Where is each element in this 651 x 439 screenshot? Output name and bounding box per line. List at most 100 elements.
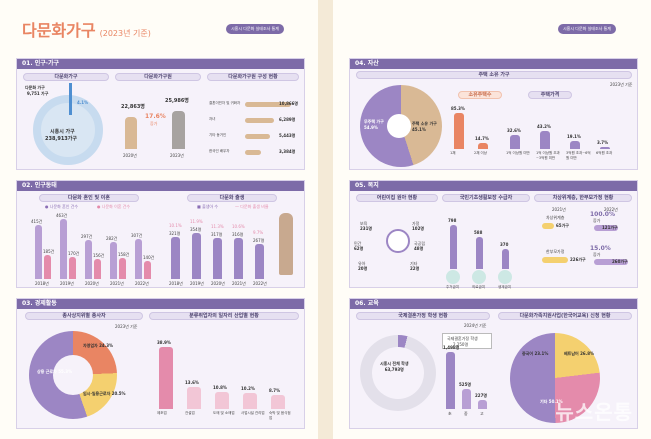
housing-bar	[454, 113, 464, 149]
student-level: 중	[464, 411, 468, 416]
divorce-bar	[69, 256, 76, 279]
composition-value: 10,866명	[279, 101, 299, 106]
year-label: 2021년	[110, 281, 124, 286]
legend-birth-rate: — 다문화 출생 비율	[235, 204, 269, 209]
composition-label: 결혼이민자 및 귀화자	[209, 101, 241, 105]
industry-value: 10.2%	[241, 385, 255, 391]
year-label: 2020년	[211, 281, 225, 286]
industry-label: 건설업	[185, 411, 195, 415]
housing-label: 2채 이상	[474, 151, 487, 155]
household-ring-chart	[33, 95, 103, 165]
pie-label-vn: 베트남어 26.8%	[564, 351, 595, 356]
divorce-bar	[44, 254, 51, 279]
near-bar-2021	[542, 223, 554, 229]
recipient-icon	[446, 270, 460, 284]
composition-value: 5,443명	[279, 133, 296, 138]
daycare-count: 102명	[412, 226, 425, 231]
housing-label: 1채	[450, 151, 456, 155]
student-bar	[462, 389, 471, 409]
industry-label: 사업시설 관리업	[241, 411, 265, 415]
multi-household-pct: 4.1%	[77, 100, 89, 105]
housing-value: 3.7%	[597, 140, 609, 146]
birth-rate: 10.6%	[232, 223, 245, 229]
housing-value: 43.2%	[537, 123, 551, 129]
composition-label: 기타 동거인	[209, 133, 227, 137]
near-label: 한부모가정	[546, 249, 565, 254]
housing-bar	[600, 147, 610, 149]
student-value: 1,498명	[443, 345, 460, 351]
year-label: 2022년	[253, 281, 267, 286]
year-label: 2022년	[135, 281, 149, 286]
section-vital: 02. 인구동태 다문화 혼인 및 이혼 다문화 출생 ● 나문화 혼인 건수 …	[16, 180, 305, 288]
daycare-type: 국공립	[414, 241, 426, 246]
recipient-value: 370	[500, 241, 509, 247]
section-header: 04. 자산	[350, 59, 637, 69]
section-welfare: 05. 복지 어린이집 원아 현황 국민기초생활보장 수급자 차상위계층, 한부…	[349, 180, 638, 289]
panel-label: 주택 소유 가구	[356, 71, 632, 79]
composition-value: 6,289명	[279, 117, 296, 122]
daycare-type: 민간	[354, 241, 362, 246]
composition-bar	[245, 102, 291, 107]
marriage-value: 307건	[131, 233, 143, 239]
year-label: 2018년	[169, 281, 183, 286]
housing-bar	[540, 130, 550, 149]
year-label: 2022년	[604, 207, 618, 212]
birth-rate: 10.1%	[169, 223, 182, 229]
housing-value: 85.3%	[451, 106, 465, 112]
group-label-price: 주택가격	[528, 91, 572, 99]
student-level: 고	[480, 411, 484, 416]
daycare-type: 보육	[360, 221, 368, 226]
box-value: 2,250명	[453, 342, 469, 347]
near-change-label: 증가	[593, 252, 601, 257]
housing-label: 3억원 초과~6억원 미만	[566, 151, 591, 160]
year-label: 2019년	[60, 281, 74, 286]
multi-household-label: 다문화 가구	[25, 85, 45, 90]
marriage-bar	[60, 218, 67, 279]
year-label: 2020년	[85, 281, 99, 286]
recipient-value: 798	[448, 218, 457, 224]
ring-label: 시흥시 전체 학생 63,793명	[380, 361, 409, 372]
marriage-bar	[135, 239, 142, 279]
members-2020: 22,863명	[121, 104, 145, 110]
donut-label-self: 자영업자 24.3%	[83, 343, 114, 348]
legend-marriage: ● 나문화 혼인 건수	[45, 204, 79, 209]
birth-value: 317명	[211, 231, 223, 237]
watermark: 뉴스온통	[555, 400, 633, 424]
legend-divorce: ● 나문화 이혼 건수	[97, 204, 131, 209]
industry-bar	[187, 387, 201, 409]
composition-label: 자녀	[209, 117, 216, 121]
left-page: 다문화가구 (2023년 기준) 시흥시 다문화 실태조사 통계 01. 인구·가…	[0, 0, 318, 439]
marriage-value: 282건	[106, 236, 118, 242]
near-label: 차상위계층	[546, 215, 565, 220]
year-label: 2018년	[35, 281, 49, 286]
birth-rate: 9.7%	[253, 230, 264, 236]
industry-value: 10.8%	[213, 384, 227, 390]
divorce-bar	[94, 258, 101, 279]
section-education: 06. 교육 국제결혼가정 학생 현황 다문화가족지원사업(한국어교육) 신청 …	[349, 298, 638, 429]
marriage-bar	[85, 240, 92, 279]
pie-label-cn: 중국어 23.1%	[522, 351, 549, 356]
main-title: 다문화가구 (2023년 기준)	[22, 21, 151, 40]
recipient-label: 생계급여	[498, 285, 511, 289]
composition-value: 3,384명	[279, 149, 296, 154]
city-household-value: 238,913가구	[45, 136, 77, 142]
section-header: 06. 교육	[350, 299, 637, 309]
daycare-count: 48명	[414, 246, 424, 251]
year-label: 2021년	[552, 207, 566, 212]
student-bar	[446, 352, 455, 409]
divorce-value: 170건	[68, 250, 80, 256]
housing-bar	[570, 140, 580, 149]
housing-bar	[510, 135, 520, 149]
right-page: 시흥시 다문화 실태조사 통계 04. 자산 주택 소유 가구 2023년 기준…	[333, 0, 651, 439]
birth-bar	[171, 237, 180, 279]
panel-label: 분류취업자의 일자리 산업별 현황	[149, 312, 299, 320]
donut-label-regular: 상용 근로자 55.3%	[37, 369, 73, 374]
panel-label: 다문화 혼인 및 이혼	[39, 194, 139, 202]
pie-label-house: 주택 소유 가구 45.1%	[412, 121, 437, 132]
industry-bar	[215, 391, 229, 409]
near-value-2021: 226가구	[570, 257, 586, 262]
near-change-label: 증가	[593, 218, 601, 223]
housing-value: 19.1%	[567, 133, 581, 139]
divorce-value: 156건	[93, 252, 105, 258]
housing-value: 14.7%	[475, 135, 489, 141]
